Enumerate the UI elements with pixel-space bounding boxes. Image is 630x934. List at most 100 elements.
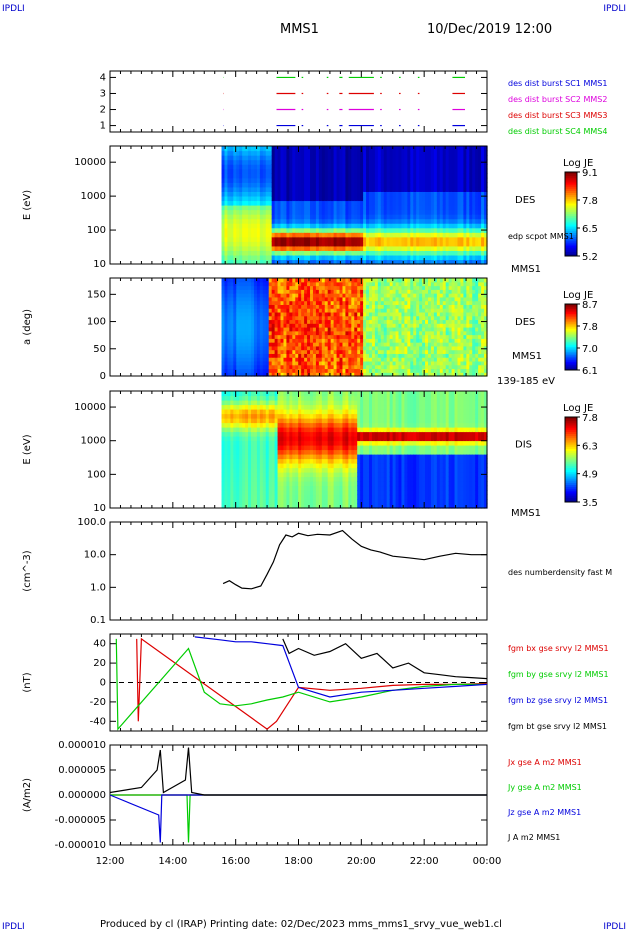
heatmap-cell bbox=[475, 241, 479, 247]
heatmap-cell bbox=[265, 159, 270, 165]
heatmap-cell bbox=[348, 293, 352, 298]
heatmap-cell bbox=[371, 327, 376, 332]
heatmap-cell bbox=[463, 304, 467, 309]
heatmap-cell bbox=[442, 308, 447, 313]
heatmap-cell bbox=[451, 311, 456, 317]
heatmap-cell bbox=[227, 304, 231, 309]
heatmap-cell bbox=[472, 304, 476, 309]
heatmap-cell bbox=[307, 300, 311, 305]
heatmap-cell bbox=[292, 227, 296, 233]
heatmap-cell bbox=[339, 289, 344, 294]
heatmap-cell bbox=[472, 308, 476, 313]
heatmap-cell bbox=[460, 227, 465, 233]
heatmap-cell bbox=[428, 296, 432, 302]
heatmap-cell bbox=[395, 278, 400, 283]
heatmap-cell bbox=[472, 259, 476, 265]
heatmap-cell bbox=[425, 357, 429, 362]
heatmap-cell bbox=[445, 353, 450, 358]
heatmap-cell bbox=[233, 372, 237, 377]
heatmap-cell bbox=[227, 173, 231, 179]
heatmap-cell bbox=[430, 146, 435, 152]
heatmap-cell bbox=[286, 327, 290, 332]
heatmap-cell bbox=[330, 323, 335, 328]
heatmap-cell bbox=[430, 227, 435, 233]
heatmap-cell bbox=[395, 146, 400, 152]
heatmap-cell bbox=[404, 353, 408, 358]
heatmap-cell bbox=[230, 285, 234, 290]
heatmap-cell bbox=[292, 245, 296, 251]
heatmap-cell bbox=[259, 315, 264, 321]
heatmap-cell bbox=[262, 308, 267, 313]
heatmap-cell bbox=[360, 323, 364, 328]
colorbar-cell bbox=[565, 224, 577, 228]
heatmap-cell bbox=[295, 338, 299, 343]
heatmap-cell bbox=[371, 360, 376, 366]
heatmap-cell bbox=[484, 315, 488, 321]
heatmap-cell bbox=[433, 342, 438, 347]
heatmap-cell bbox=[336, 308, 341, 313]
heatmap-cell bbox=[407, 304, 411, 309]
heatmap-cell bbox=[448, 245, 453, 251]
heatmap-cell bbox=[413, 209, 417, 215]
heatmap-cell bbox=[442, 319, 447, 324]
heatmap-cell bbox=[407, 241, 411, 247]
heatmap-cell bbox=[448, 372, 453, 377]
heatmap-cell bbox=[248, 300, 252, 305]
heatmap-cell bbox=[472, 360, 476, 366]
heatmap-cell bbox=[259, 168, 264, 174]
heatmap-cell bbox=[245, 195, 249, 202]
heatmap-cell bbox=[398, 236, 403, 242]
heatmap-cell bbox=[419, 177, 423, 183]
heatmap-cell bbox=[327, 349, 332, 354]
heatmap-cell bbox=[383, 173, 388, 179]
heatmap-cell bbox=[360, 308, 364, 313]
heatmap-cell bbox=[233, 364, 237, 370]
heatmap-cell bbox=[280, 155, 285, 161]
heatmap-cell bbox=[386, 357, 391, 362]
heatmap-cell bbox=[253, 357, 258, 362]
heatmap-cell bbox=[304, 254, 308, 261]
heatmap-cell bbox=[383, 349, 388, 354]
heatmap-cell bbox=[304, 338, 308, 343]
heatmap-cell bbox=[377, 281, 382, 287]
heatmap-cell bbox=[469, 323, 473, 328]
heatmap-cell bbox=[392, 186, 397, 192]
heatmap-cell bbox=[298, 168, 302, 174]
heatmap-cell bbox=[283, 200, 288, 206]
heatmap-cell bbox=[422, 349, 426, 354]
heatmap-cell bbox=[251, 319, 255, 324]
heatmap-cell bbox=[383, 191, 388, 197]
heatmap-cell bbox=[351, 293, 355, 298]
heatmap-cell bbox=[436, 342, 441, 347]
heatmap-cell bbox=[478, 232, 482, 238]
heatmap-cell bbox=[392, 304, 397, 309]
heatmap-cell bbox=[469, 296, 473, 302]
heatmap-cell bbox=[336, 327, 341, 332]
heatmap-cell bbox=[357, 164, 361, 170]
heatmap-cell bbox=[321, 311, 326, 317]
heatmap-cell bbox=[439, 285, 444, 290]
heatmap-cell bbox=[351, 195, 355, 202]
heatmap-cell bbox=[398, 349, 403, 354]
heatmap-cell bbox=[466, 293, 470, 298]
heatmap-cell bbox=[398, 150, 403, 156]
heatmap-cell bbox=[301, 330, 305, 336]
heatmap-cell bbox=[392, 364, 397, 370]
heatmap-cell bbox=[357, 259, 361, 265]
heatmap-cell bbox=[230, 173, 234, 179]
heatmap-cell bbox=[286, 173, 290, 179]
colorbar-cell bbox=[565, 249, 577, 253]
heatmap-cell bbox=[439, 205, 444, 211]
heatmap-cell bbox=[484, 293, 488, 298]
heatmap-cell bbox=[425, 168, 429, 174]
heatmap-cell bbox=[433, 186, 438, 192]
heatmap-cell bbox=[484, 214, 488, 220]
heatmap-cell bbox=[242, 334, 246, 339]
heatmap-cell bbox=[398, 200, 403, 206]
heatmap-cell bbox=[419, 245, 423, 251]
heatmap-cell bbox=[227, 296, 231, 302]
heatmap-cell bbox=[478, 218, 482, 224]
heatmap-cell bbox=[324, 308, 329, 313]
heatmap-cell bbox=[268, 296, 273, 302]
heatmap-cell bbox=[386, 195, 391, 202]
